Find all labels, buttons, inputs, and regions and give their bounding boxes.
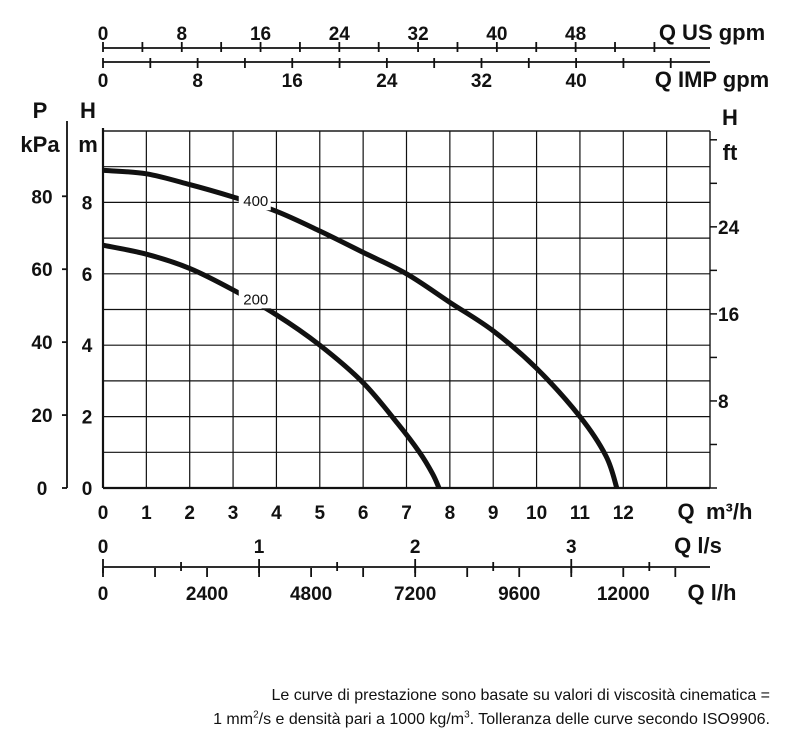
h-ft-axis-letter: H [722,105,738,130]
h-m-tick-label: 2 [82,408,93,429]
q-m3h-tick-label: 9 [488,503,499,524]
q-m3h-tick-label: 5 [314,503,325,524]
q-m3h-tick-label: 1 [141,503,152,524]
pressure-tick-label: 0 [37,479,48,500]
q-imp-tick-label: 0 [98,71,109,92]
axes [62,42,717,577]
pressure-axis-unit: kPa [20,132,60,157]
q-m3h-tick-label: 11 [570,503,591,524]
q-m3h-tick-label: 7 [401,503,412,524]
h-m-tick-label: 0 [82,479,93,500]
q-m3h-unit: m³/h [706,499,752,524]
pressure-tick-label: 60 [31,260,52,281]
curve-label-gap [238,288,271,309]
q-m3h-tick-label: 0 [98,503,109,524]
pressure-tick-label: 40 [31,333,52,354]
q-m3h-tick-label: 6 [358,503,369,524]
curve-200 [102,242,442,490]
q-ls-tick-label: 0 [98,537,109,558]
pressure-tick-label: 80 [31,187,52,208]
q-m3h-tick-label: 12 [613,503,634,524]
q-imp-tick-label: 40 [566,71,587,92]
q-ls-tick-label: 3 [566,537,577,558]
q-lh-tick-label: 4800 [290,584,332,605]
h-ft-tick-label: 16 [718,305,739,326]
performance-curves: 400 200 [102,167,620,490]
q-us-tick-label: 24 [329,24,351,45]
q-imp-axis-label: Q IMP gpm [655,67,770,92]
curve-400 [102,167,620,489]
h-m-tick-label: 4 [82,336,93,357]
q-lh-tick-label: 7200 [394,584,436,605]
q-imp-tick-label: 24 [376,71,398,92]
q-imp-tick-label: 8 [192,71,203,92]
curve-label-200: 200 [243,291,268,308]
q-imp-tick-label: 32 [471,71,492,92]
curve-label-400: 400 [243,193,268,210]
q-lh-tick-label: 2400 [186,584,228,605]
footnote-line-1: Le curve di prestazione sono basate su v… [271,687,770,704]
q-us-axis-label: Q US gpm [659,20,765,45]
q-us-tick-label: 32 [408,24,429,45]
pressure-tick-label: 20 [31,406,52,427]
q-us-tick-label: 48 [565,24,586,45]
h-m-tick-label: 8 [82,193,93,214]
curve-label-gap [238,190,271,211]
q-lh-tick-label: 9600 [498,584,540,605]
q-m3h-letter: Q [677,499,694,524]
q-us-tick-label: 0 [98,24,109,45]
q-lh-axis-label: Q l/h [688,580,737,605]
h-m-tick-label: 6 [82,265,93,286]
q-m3h-tick-label: 4 [271,503,282,524]
h-ft-tick-label: 24 [718,218,740,239]
q-m3h-tick-label: 2 [184,503,195,524]
q-m3h-tick-label: 8 [445,503,456,524]
q-us-tick-label: 8 [176,24,187,45]
h-ft-tick-label: 8 [718,392,729,413]
q-ls-tick-label: 2 [410,537,421,558]
pressure-axis-letter: P [33,98,48,123]
footnote: Le curve di prestazione sono basate su v… [70,684,770,732]
q-us-tick-label: 40 [486,24,507,45]
h-m-axis-unit: m [78,132,98,157]
q-m3h-tick-label: 10 [526,503,547,524]
footnote-line-2: 1 mm2/s e densità pari a 1000 kg/m3. Tol… [213,709,770,728]
q-ls-tick-label: 1 [254,537,265,558]
h-m-axis-letter: H [80,98,96,123]
q-imp-tick-label: 16 [282,71,303,92]
q-m3h-tick-label: 3 [228,503,239,524]
h-ft-axis-unit: ft [723,140,738,165]
q-us-tick-label: 16 [250,24,271,45]
q-lh-tick-label: 0 [98,584,109,605]
q-lh-tick-label: 12000 [597,584,650,605]
q-ls-axis-label: Q l/s [674,533,722,558]
